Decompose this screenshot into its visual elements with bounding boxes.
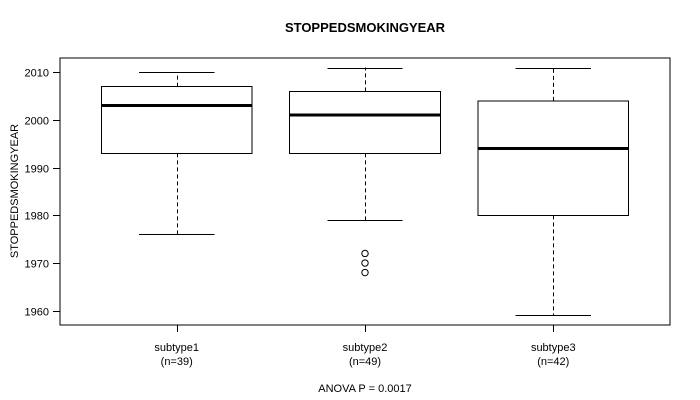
group-name: subtype2	[342, 342, 388, 354]
group-n-count: (n=49)	[348, 356, 382, 368]
group-name: subtype1	[154, 342, 200, 354]
y-axis-tick-label: 1970	[25, 259, 49, 271]
y-axis-tick-label: 1990	[25, 164, 49, 176]
y-axis-tick-label: 1960	[25, 307, 49, 319]
outlier-point	[361, 259, 369, 267]
iqr-box	[289, 90, 441, 154]
chart-title: STOPPEDSMOKINGYEAR	[284, 20, 446, 35]
x-axis-group-label-subtype3: subtype3 (n=42)	[483, 341, 623, 369]
group-name: subtype3	[530, 342, 576, 354]
iqr-box	[100, 86, 253, 154]
outlier-point	[361, 268, 369, 277]
x-axis-group-label-subtype1: subtype1 (n=39)	[107, 341, 247, 369]
x-axis-group-label-subtype2: subtype2 (n=49)	[295, 341, 435, 369]
y-axis-tick-label: 1980	[25, 211, 49, 223]
group-n-count: (n=39)	[160, 356, 193, 368]
anova-p-annotation: ANOVA P = 0.0017	[318, 383, 412, 395]
outlier-point	[361, 249, 369, 258]
group-n-count: (n=42)	[537, 356, 570, 368]
y-axis-tick-label: 2000	[25, 116, 49, 128]
iqr-box	[477, 100, 630, 216]
y-axis-tick-label: 2010	[25, 68, 49, 80]
